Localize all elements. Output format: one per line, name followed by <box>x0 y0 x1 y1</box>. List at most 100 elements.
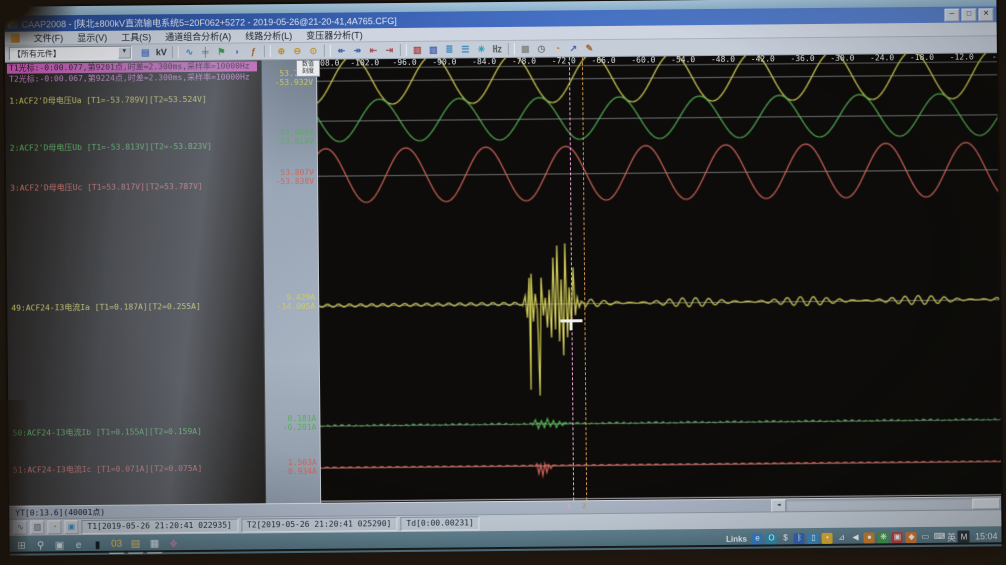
zoom-reset-icon[interactable]: ⊙ <box>309 45 318 56</box>
element-filter-dropdown[interactable]: 【所有元件】 ▼ <box>8 45 132 61</box>
zoom-in-icon[interactable]: ⊕ <box>277 45 286 56</box>
pan-left-icon[interactable]: ↞ <box>337 45 346 56</box>
edit-icon[interactable]: ✎ <box>585 42 594 53</box>
tray-circle-app-icon[interactable]: O <box>765 532 778 544</box>
cursor-handle-marker[interactable] <box>560 319 583 323</box>
kv-display-icon[interactable]: kV <box>155 46 167 57</box>
start-icon[interactable]: ⊞ <box>17 540 26 552</box>
tray-network-icon[interactable]: ⊿ <box>838 532 845 542</box>
waveform-canvas[interactable] <box>316 53 1002 503</box>
clock-icon[interactable]: ◷ <box>537 43 546 54</box>
channel-label-50[interactable]: 50:ACF24-I3电流Ib [T1=0.155A][T2=0.159A] <box>12 426 202 438</box>
photos-app-icon[interactable]: ❖ <box>169 538 179 550</box>
links-toolbar-label[interactable]: Links <box>726 534 748 544</box>
time-tick: -60.0 <box>631 55 656 65</box>
channel-label-2[interactable]: 2:ACF2'D母电压Ub [T1=-53.813V][T2=-53.823V] <box>9 141 213 153</box>
vector-diagram-icon[interactable]: ✳ <box>477 43 486 54</box>
minimize-button[interactable]: ─ <box>944 8 960 22</box>
flag-icon[interactable]: ⚑ <box>217 46 226 57</box>
time-tick: -54.0 <box>671 55 696 65</box>
t2-scroll-mark: 2 <box>582 502 587 511</box>
scrollbar-track[interactable] <box>786 497 1002 512</box>
channel-info-panel: T1光标:-0:00.077,第9201点,时差=2.300ms,采样率=100… <box>4 60 266 506</box>
channel-label-49[interactable]: 49:ACF24-I3电流Ia [T1=0.187A][T2=0.255A] <box>11 301 201 313</box>
status-t2-time: T2[2019-05-26 21:20:41 025290] <box>240 517 398 533</box>
menu-item-0[interactable]: 文件(F) <box>33 33 64 44</box>
channel-label-51[interactable]: 51:ACF24-I3电流Ic [T1=0.071A][T2=0.075A] <box>12 463 203 475</box>
wave-tool-icon[interactable]: ∿ <box>13 520 28 535</box>
time-tick: -6.0 <box>991 53 1002 62</box>
edge-browser-icon[interactable]: e <box>75 539 82 551</box>
fx-icon[interactable]: ƒ <box>250 45 256 56</box>
freq-analysis-icon[interactable]: ㎐ <box>492 43 502 54</box>
t2-cursor-readout: T2光标:-0:00.067,第9224点,时差=2.300ms,采样率=100… <box>9 72 250 84</box>
jump-start-icon[interactable]: ⇤ <box>369 44 378 55</box>
range-label: YT[0:13.6](40001点) <box>15 507 106 518</box>
tray-currency-icon[interactable]: $ <box>783 533 788 543</box>
menu-item-3[interactable]: 通道组合分析(A) <box>165 31 232 43</box>
scale-value-49: 9.429A -14.005A <box>276 292 316 312</box>
menu-item-4[interactable]: 线路分析(L) <box>245 31 293 42</box>
sequence-list-icon[interactable]: ≣ <box>445 43 454 55</box>
waveform-icon[interactable]: ∿ <box>185 46 194 57</box>
jump-end-icon[interactable]: ⇥ <box>385 44 394 55</box>
tray-volume-icon[interactable]: ◀ <box>852 532 859 542</box>
console-window-icon[interactable]: ▮ <box>94 539 101 551</box>
harmonic-list-icon[interactable]: ☰ <box>461 43 470 54</box>
settings-table-icon[interactable]: ▦ <box>521 43 530 54</box>
scroll-left-button[interactable]: ◄ <box>771 499 787 513</box>
grid-tool-icon[interactable]: ▥ <box>30 520 45 535</box>
maximize-button[interactable]: □ <box>961 7 977 22</box>
waveform-plot[interactable]: -108.0 -102.0 -96.0 -90.0 -84.0 -78.0 -72.0 -66… <box>315 53 1002 503</box>
scale-column: 数值 刻度 53.744V-53.932V54.049V-53.914V53.8… <box>260 59 321 504</box>
tray-battery-icon[interactable]: ▭ <box>921 531 930 541</box>
zoom-out-icon[interactable]: ⊖ <box>293 45 302 56</box>
annotation-icon[interactable]: ◗ <box>234 46 241 57</box>
time-tick: -96.0 <box>392 57 417 68</box>
tray-colorful-app-icon[interactable]: ❋ <box>877 531 890 543</box>
toolbar-separator <box>263 45 271 58</box>
tray-orange-app-icon[interactable]: ● <box>863 531 876 544</box>
chart-blue-icon[interactable]: ▥ <box>429 44 438 55</box>
tray-red-app-icon[interactable]: ▣ <box>891 531 904 543</box>
channel-label-1[interactable]: 1:ACF2'D母电压Ua [T1=-53.789V][T2=53.524V] <box>9 94 207 106</box>
tray-bluetooth-icon[interactable]: ᛒ <box>793 532 806 544</box>
tray-browser-icon[interactable]: e <box>751 533 764 545</box>
document-menu-icon[interactable] <box>10 33 20 43</box>
tray-lock-icon[interactable]: • <box>821 532 834 544</box>
toolbar-separator <box>323 44 331 57</box>
pie-chart-icon[interactable]: ◔ <box>554 42 561 53</box>
pan-right-icon[interactable]: ↠ <box>353 44 362 55</box>
toolbar-separator <box>507 42 515 55</box>
refresh-tool-icon[interactable]: ◔ <box>47 520 62 535</box>
channel-list-icon[interactable]: ▤ <box>141 46 150 57</box>
time-tick: -66.0 <box>591 55 616 66</box>
phasor-icon[interactable]: ↗ <box>569 42 578 53</box>
task-view-icon[interactable]: ▣ <box>54 539 65 551</box>
time-tick: -30.0 <box>830 53 855 63</box>
app-03-icon[interactable]: 03 <box>108 535 125 554</box>
time-tick: -24.0 <box>870 53 895 63</box>
cursor-tool-icon[interactable]: ╪ <box>202 46 209 57</box>
search-icon[interactable]: ⚲ <box>36 539 45 551</box>
channel-label-3[interactable]: 3:ACF2'D母电压Uc [T1=53.817V][T2=53.787V] <box>10 181 203 193</box>
tray-keyboard-icon[interactable]: ⌨ <box>933 531 946 541</box>
menu-item-5[interactable]: 变压器分析(T) <box>306 30 363 41</box>
scrollbar-thumb[interactable] <box>972 498 1001 510</box>
toolbar-separator <box>171 46 179 59</box>
close-button[interactable]: ✕ <box>978 7 994 21</box>
file-explorer-icon[interactable]: ▤ <box>127 535 144 554</box>
tray-orange2-app-icon[interactable]: ◆ <box>905 531 918 543</box>
scale-value-51: 1.503A -0.934A <box>283 457 317 477</box>
language-indicator[interactable]: 英 <box>946 532 957 543</box>
chevron-down-icon[interactable]: ▼ <box>117 46 131 59</box>
menu-item-2[interactable]: 工具(S) <box>121 32 152 43</box>
tray-phone-icon[interactable]: ▯ <box>807 532 820 544</box>
taskbar-clock[interactable]: 15:04 <box>974 531 998 542</box>
calculator-icon[interactable]: ▦ <box>146 535 163 554</box>
ime-indicator[interactable]: M <box>957 530 971 543</box>
menu-item-1[interactable]: 显示(V) <box>77 32 108 44</box>
chart-red-icon[interactable]: ▥ <box>413 44 422 55</box>
marker-tool-icon[interactable]: ▣ <box>64 520 79 535</box>
